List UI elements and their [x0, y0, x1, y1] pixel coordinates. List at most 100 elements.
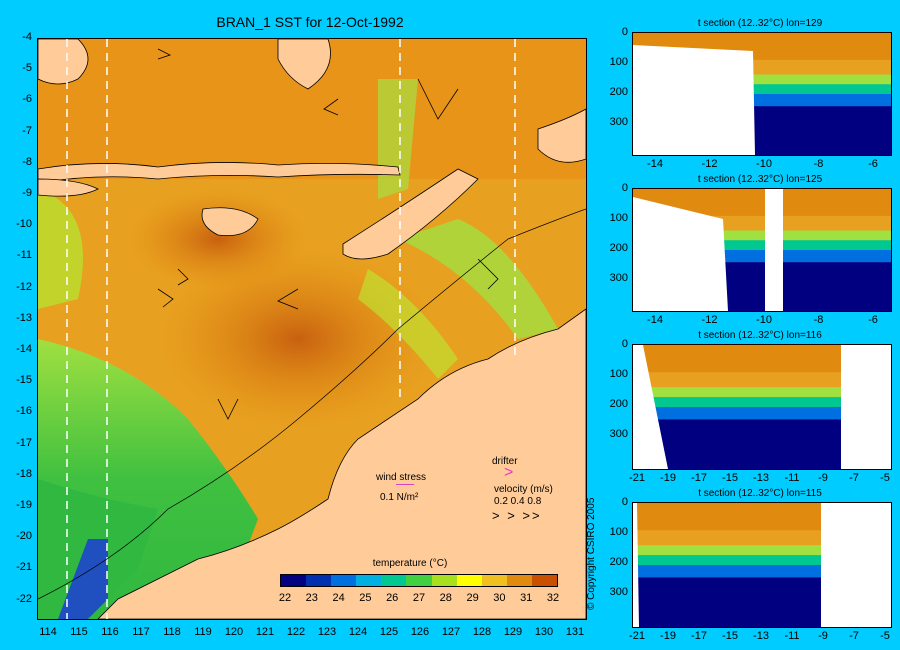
lat-tick-label: -12	[16, 280, 32, 293]
lat-tick-label: -7	[22, 124, 32, 137]
colorbar-label: 22	[278, 592, 292, 604]
section-depth-tick: 200	[609, 398, 628, 410]
section-depth-tick: 100	[609, 526, 628, 538]
section-plot[interactable]	[632, 32, 892, 156]
lon-tick-label: 121	[255, 626, 275, 638]
wind-arrows	[157, 48, 499, 420]
section-lat-tick: -6	[868, 158, 878, 170]
velocity-label: velocity (m/s)	[494, 484, 553, 495]
lat-tick-label: -17	[16, 436, 32, 449]
section-lat-tick: -21	[629, 630, 645, 642]
colorbar-label: 26	[386, 592, 399, 604]
colorbar-swatch	[431, 575, 457, 586]
colorbar-label: 23	[305, 592, 318, 604]
lat-tick-label: -13	[16, 311, 32, 324]
section-lat-tick: -17	[691, 630, 707, 642]
section-lat-tick: -19	[660, 630, 676, 642]
colorbar-swatch	[356, 575, 382, 586]
section-plot[interactable]	[632, 502, 892, 628]
section-title: t section (12..32°C) lon=125	[697, 174, 823, 185]
lon-tick-label: 119	[194, 626, 212, 638]
section-depth-tick: 200	[609, 86, 628, 98]
section-depth-tick: 300	[609, 428, 628, 440]
sst-map-canvas	[38, 39, 586, 619]
colorbar-swatch	[406, 575, 432, 586]
lesser-sunda-islands	[38, 162, 401, 184]
lat-tick-label: -9	[22, 187, 32, 199]
section-title: t section (12..32°C) lon=116	[698, 330, 822, 341]
australia-land	[97, 308, 586, 619]
colorbar-label: 27	[412, 592, 426, 604]
colorbar-swatch	[306, 575, 332, 586]
wind-stress-arrow-icon	[396, 484, 414, 485]
lon-tick-label: 131	[565, 626, 585, 638]
no-data-mask	[633, 45, 755, 155]
temp-band	[633, 387, 891, 399]
colorbar-label: 30	[493, 592, 506, 604]
temp-band	[633, 84, 891, 95]
lat-tick-label: -22	[16, 592, 32, 605]
section-lat-tick: -8	[813, 314, 824, 326]
section-depth-tick: 100	[609, 212, 628, 224]
no-data-mask	[633, 503, 891, 627]
lat-tick-label: -20	[16, 530, 32, 543]
section-lat-tick: -14	[647, 314, 663, 326]
section-lat-tick: -9	[818, 630, 828, 642]
colorbar-label: 25	[359, 592, 372, 604]
lon-tick-label: 129	[503, 626, 523, 638]
section-lat-tick: -10	[756, 314, 772, 326]
section-lat-tick: -8	[813, 158, 824, 170]
section-lat-tick: -11	[784, 472, 800, 484]
colorbar-swatch	[506, 575, 532, 586]
section-lat-tick: -12	[701, 158, 718, 170]
sst-map[interactable]	[37, 38, 587, 620]
section-lat-tick: -7	[849, 630, 859, 642]
lat-tick-label: -8	[22, 155, 32, 168]
lon-tick-label: 123	[317, 626, 337, 638]
section-plot[interactable]	[632, 344, 892, 470]
drifter-arrow-icon: >	[504, 464, 514, 481]
section-depth-tick: 100	[609, 56, 628, 68]
section-lat-tick: -5	[880, 472, 890, 484]
section-depth-tick: 200	[609, 242, 628, 254]
lon-tick-label: 124	[348, 626, 368, 638]
section-lat-tick: -15	[722, 630, 738, 642]
section-plot[interactable]	[632, 188, 892, 312]
colorbar-swatch	[456, 575, 482, 586]
lon-tick-label: 130	[534, 626, 554, 638]
lat-tick-label: -4	[22, 31, 32, 43]
section-depth-tick: 0	[621, 182, 628, 194]
depth-contour	[38, 208, 586, 600]
colorbar-label: 28	[439, 592, 452, 604]
colorbar-title: temperature (°C)	[372, 558, 448, 569]
lon-tick-label: 120	[224, 626, 244, 638]
section-lat-tick: -14	[647, 158, 663, 170]
temp-band	[633, 230, 891, 242]
lat-tick-label: -11	[16, 249, 32, 262]
lat-tick-label: -18	[16, 467, 32, 480]
lat-tick-label: -10	[16, 218, 32, 231]
temp-band	[633, 397, 891, 408]
section-lat-tick: -13	[753, 630, 769, 642]
section-depth-tick: 200	[609, 556, 628, 568]
section-lat-tick: -5	[880, 630, 890, 642]
temp-band	[633, 407, 891, 421]
lat-tick-label: -6	[22, 93, 32, 106]
lon-tick-label: 118	[163, 626, 181, 638]
map-title: BRAN_1 SST for 12-Oct-1992	[216, 14, 404, 30]
temp-band	[633, 240, 891, 251]
temp-band	[633, 74, 891, 86]
lat-tick-label: -21	[16, 561, 32, 574]
section-title: t section (12..32°C) lon=129	[697, 18, 823, 29]
copyright-text: © Copyright CSIRO 2005	[586, 497, 597, 610]
velocity-arrows-icon: > > >>	[492, 508, 542, 523]
lon-tick-label: 117	[132, 626, 150, 638]
section-lat-tick: -17	[691, 472, 707, 484]
colorbar-swatch	[281, 575, 307, 586]
section-depth-tick: 300	[609, 272, 628, 284]
wind-stress-value: 0.1 N/m²	[380, 492, 419, 503]
colorbar-label: 31	[520, 592, 533, 604]
colorbar-swatch	[381, 575, 407, 586]
lat-tick-label: -5	[22, 62, 32, 75]
colorbar-swatch	[331, 575, 357, 586]
